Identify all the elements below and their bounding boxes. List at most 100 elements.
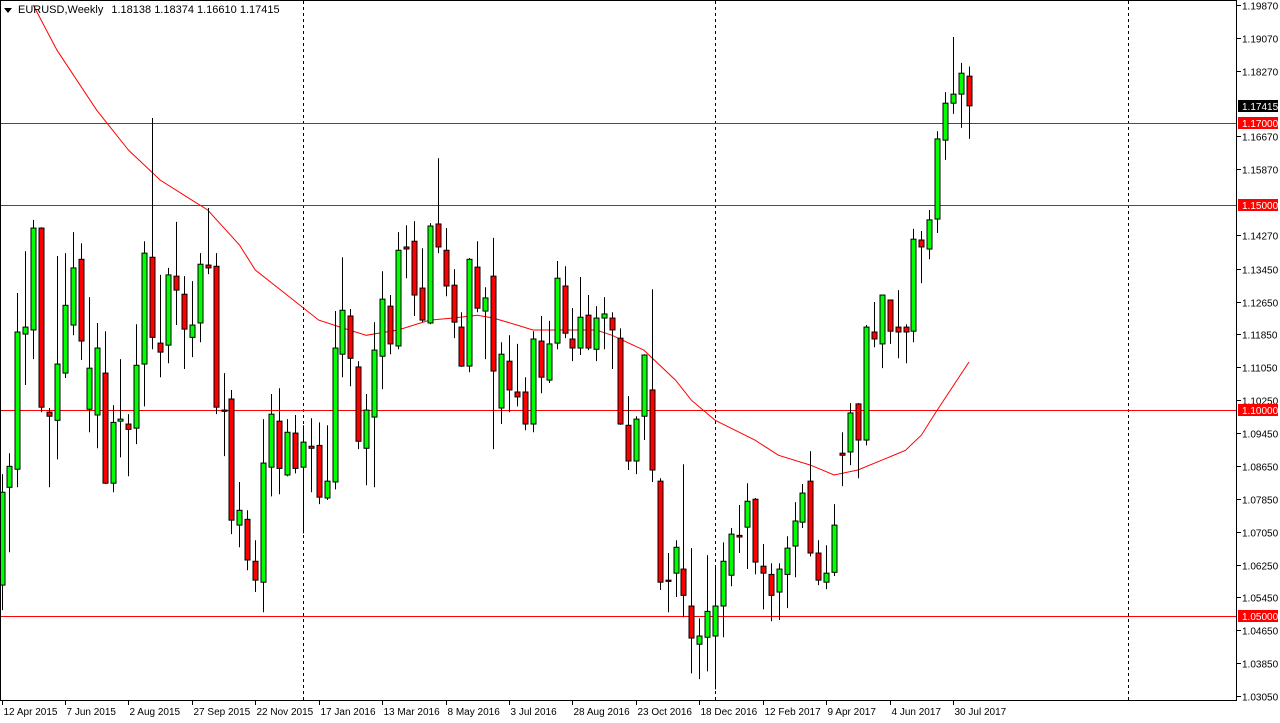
- candle: [94, 322, 101, 449]
- bullish-candle-body: [744, 500, 751, 528]
- bullish-candle-body: [141, 252, 148, 365]
- price-tick-label: 1.14270: [1242, 232, 1279, 243]
- bullish-candle-body: [30, 227, 37, 331]
- bullish-candle-body: [466, 258, 473, 367]
- candle: [792, 502, 799, 578]
- candle: [934, 131, 941, 234]
- candle: [918, 230, 925, 284]
- candle: [815, 540, 822, 586]
- candle: [831, 504, 838, 577]
- bearish-candle-body: [78, 258, 85, 342]
- bearish-candle-body: [768, 573, 775, 596]
- price-tick-label: 1.19870: [1242, 2, 1279, 13]
- bullish-candle-body: [641, 354, 648, 417]
- bullish-candle-body: [847, 412, 854, 453]
- candle: [165, 267, 172, 364]
- candle: [443, 228, 450, 297]
- candle: [569, 308, 576, 362]
- level-price-tag: [1238, 199, 1278, 211]
- price-tick-label: 1.07050: [1242, 529, 1279, 540]
- time-tick-label: 22 Nov 2015: [257, 707, 314, 718]
- bullish-candle-body: [704, 610, 711, 638]
- bullish-candle-body: [427, 225, 434, 324]
- bullish-candle-body: [110, 421, 117, 484]
- candle: [601, 297, 608, 350]
- bullish-candle-body: [133, 364, 140, 429]
- bullish-candle-body: [792, 520, 799, 547]
- bullish-candle-body: [712, 605, 719, 637]
- bullish-candle-body: [720, 560, 727, 607]
- bullish-candle-body: [22, 326, 29, 335]
- bearish-candle-body: [102, 372, 109, 484]
- candle: [625, 396, 632, 471]
- bearish-candle-body: [506, 360, 513, 391]
- candle: [641, 354, 648, 441]
- bullish-candle-body: [831, 524, 838, 573]
- candle: [30, 219, 37, 360]
- bullish-candle-body: [70, 267, 77, 326]
- triangle-down-icon[interactable]: [4, 7, 12, 13]
- candle: [403, 225, 410, 279]
- bearish-candle-body: [221, 409, 228, 412]
- bearish-candle-body: [213, 265, 220, 408]
- ohlc-readout: 1.18138 1.18374 1.16610 1.17415: [111, 4, 280, 16]
- bullish-candle-body: [14, 331, 21, 470]
- bullish-candle-body: [363, 409, 370, 449]
- price-tick-label: 1.09450: [1242, 430, 1279, 441]
- candles: [0, 37, 973, 690]
- bearish-candle-body: [276, 420, 283, 469]
- candle: [744, 483, 751, 570]
- candle: [141, 241, 148, 407]
- level-price-label: 1.15000: [1242, 201, 1279, 212]
- bearish-candle-body: [244, 518, 251, 561]
- time-tick-label: 13 Mar 2016: [384, 707, 441, 718]
- time-tick-label: 9 Apr 2017: [828, 707, 877, 718]
- candle: [950, 37, 957, 114]
- price-tick-label: 1.07850: [1242, 496, 1279, 507]
- price-tick-label: 1.04650: [1242, 627, 1279, 638]
- bearish-candle-body: [387, 305, 394, 345]
- time-axis[interactable]: 12 Apr 2015 7 Jun 2015 2 Aug 2015 27 Sep 20…: [2, 701, 1007, 718]
- candle: [387, 295, 394, 355]
- bullish-candle-body: [633, 418, 640, 462]
- bearish-candle-body: [355, 366, 362, 442]
- candle: [768, 563, 775, 622]
- candle: [395, 232, 402, 350]
- candle: [292, 414, 299, 474]
- candle: [252, 540, 259, 593]
- bullish-candle-body: [950, 93, 957, 104]
- bearish-candle-body: [585, 314, 592, 349]
- candle: [62, 253, 69, 379]
- price-tick-label: 1.03050: [1242, 693, 1279, 704]
- current-price-label: 1.17415: [1242, 102, 1279, 113]
- price-tick-label: 1.11050: [1242, 364, 1278, 375]
- bullish-candle-body: [236, 509, 243, 526]
- price-axis[interactable]: 1.19870 1.19070 1.18270 1.16670 1.15870 1.142…: [1237, 2, 1279, 704]
- bearish-candle-body: [680, 568, 687, 596]
- candle: [332, 311, 339, 490]
- bullish-candle-body: [942, 102, 949, 141]
- candle: [903, 324, 910, 364]
- candle: [324, 425, 331, 501]
- candle: [688, 548, 695, 674]
- candle: [435, 158, 442, 254]
- bearish-candle-body: [205, 264, 212, 269]
- price-tick-label: 1.16670: [1242, 133, 1279, 144]
- bullish-candle-body: [823, 572, 830, 583]
- candle: [577, 276, 584, 356]
- bullish-candle-body: [268, 413, 275, 468]
- candle: [546, 320, 553, 383]
- time-tick-label: 23 Oct 2016: [638, 707, 693, 718]
- price-tick-label: 1.12650: [1242, 299, 1279, 310]
- candle: [728, 527, 735, 587]
- bearish-candle-body: [918, 239, 925, 248]
- bearish-candle-body: [871, 331, 878, 340]
- price-tick-label: 1.18270: [1242, 68, 1279, 79]
- candle: [451, 269, 458, 339]
- bullish-candle-body: [593, 317, 600, 350]
- candle: [760, 543, 767, 610]
- candle: [276, 388, 283, 495]
- bullish-candle-body: [696, 635, 703, 645]
